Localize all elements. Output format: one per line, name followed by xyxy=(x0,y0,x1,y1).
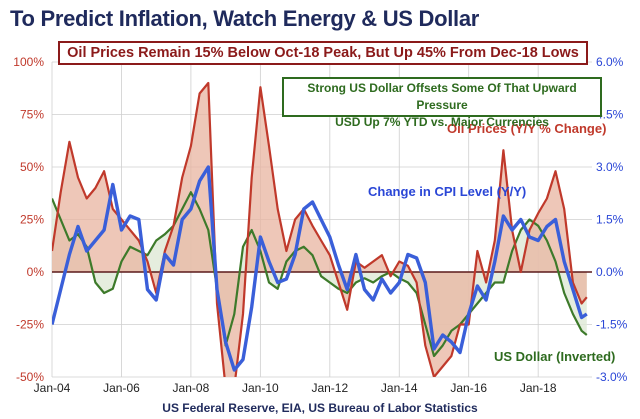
x-tick-label: Jan-12 xyxy=(311,381,348,395)
left-tick-label: 100% xyxy=(13,55,44,69)
oil-annotation-box: Oil Prices Remain 15% Below Oct-18 Peak,… xyxy=(58,41,588,65)
series-lines xyxy=(52,81,588,377)
left-tick-label: 50% xyxy=(20,160,44,174)
x-tick-label: Jan-06 xyxy=(103,381,140,395)
x-tick-label: Jan-18 xyxy=(520,381,557,395)
chart-title: To Predict Inflation, Watch Energy & US … xyxy=(10,6,480,31)
usd-series-label: US Dollar (Inverted) xyxy=(494,349,615,364)
left-tick-label: -25% xyxy=(16,318,44,332)
left-tick-label: 25% xyxy=(20,213,44,227)
oil-area-fill xyxy=(52,83,587,377)
x-tick-label: Jan-08 xyxy=(173,381,210,395)
cpi-series-line xyxy=(52,165,588,372)
cpi-series-label: Change in CPI Level (Y/Y) xyxy=(368,184,526,199)
right-tick-label: -1.5% xyxy=(596,318,628,332)
x-tick-label: Jan-14 xyxy=(381,381,418,395)
usd-annotation-box: Strong US Dollar Offsets Some Of That Up… xyxy=(282,77,602,129)
x-tick-label: Jan-10 xyxy=(242,381,279,395)
x-tick-label: Jan-16 xyxy=(450,381,487,395)
source-note: US Federal Reserve, EIA, US Bureau of La… xyxy=(162,401,478,415)
area-fills xyxy=(52,83,587,377)
right-tick-label: 1.5% xyxy=(596,213,624,227)
x-tick-label: Jan-04 xyxy=(34,381,71,395)
right-tick-label: 4.5% xyxy=(596,108,624,122)
usd-annotation-line1: Strong US Dollar Offsets Some Of That Up… xyxy=(307,81,577,112)
right-axis-ticks: 6.0% 4.5% 3.0% 1.5% 0.0% -1.5% -3.0% xyxy=(596,55,628,384)
oil-series-label: Oil Prices (Y/Y % Change) xyxy=(447,121,606,136)
x-axis-ticks: Jan-04 Jan-06 Jan-08 Jan-10 Jan-12 Jan-14 Jan-… xyxy=(34,381,557,395)
left-tick-label: 75% xyxy=(20,108,44,122)
left-tick-label: 0% xyxy=(27,265,45,279)
right-tick-label: 6.0% xyxy=(596,55,624,69)
left-tick-label: -50% xyxy=(16,370,44,384)
series-labels: Oil Prices (Y/Y % Change) Change in CPI … xyxy=(368,121,615,364)
right-tick-label: 3.0% xyxy=(596,160,624,174)
right-tick-label: -3.0% xyxy=(596,370,628,384)
usd-annotation-line2: USD Up 7% YTD vs. Major Currencies xyxy=(335,115,549,129)
left-axis-ticks: 100% 75% 50% 25% 0% -25% -50% xyxy=(13,55,44,384)
right-tick-label: 0.0% xyxy=(596,265,624,279)
